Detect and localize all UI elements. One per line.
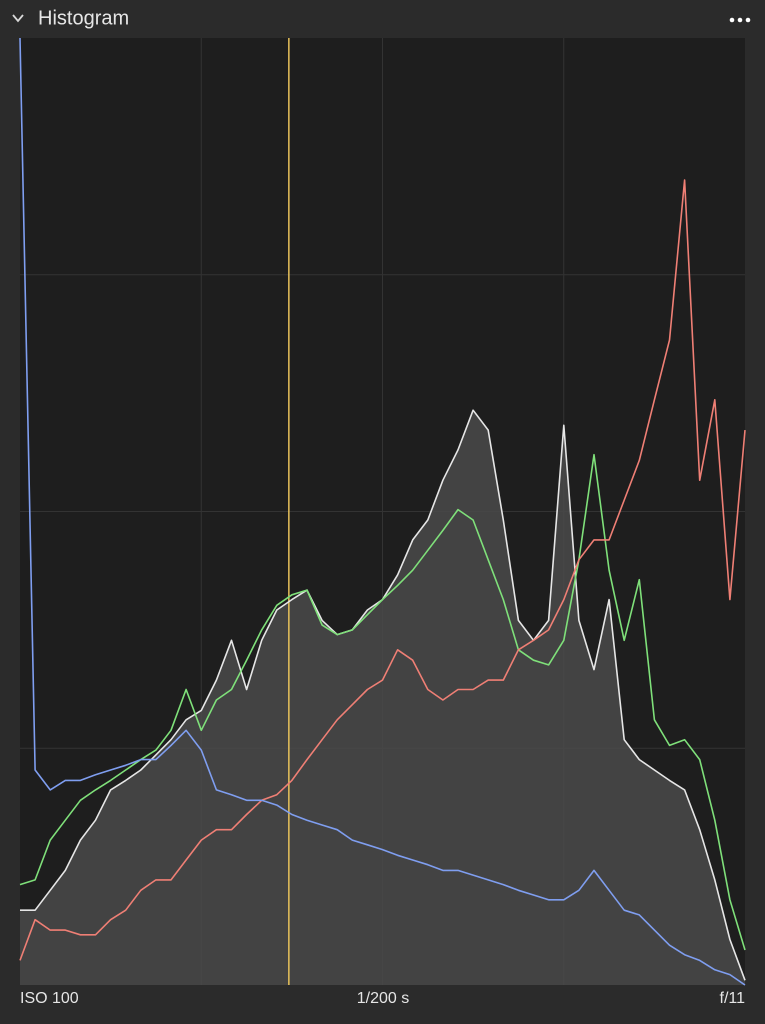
panel-header[interactable]	[0, 0, 765, 38]
more-menu[interactable]	[729, 17, 751, 23]
collapse-chevron[interactable]	[12, 14, 24, 23]
iso-label: ISO 100	[20, 990, 79, 1007]
shutter-label: 1/200 s	[357, 990, 409, 1007]
panel-title: Histogram	[38, 7, 129, 29]
channel-line	[19, 37, 746, 986]
aperture-label: f/11	[720, 990, 746, 1007]
channel-line	[19, 179, 746, 961]
